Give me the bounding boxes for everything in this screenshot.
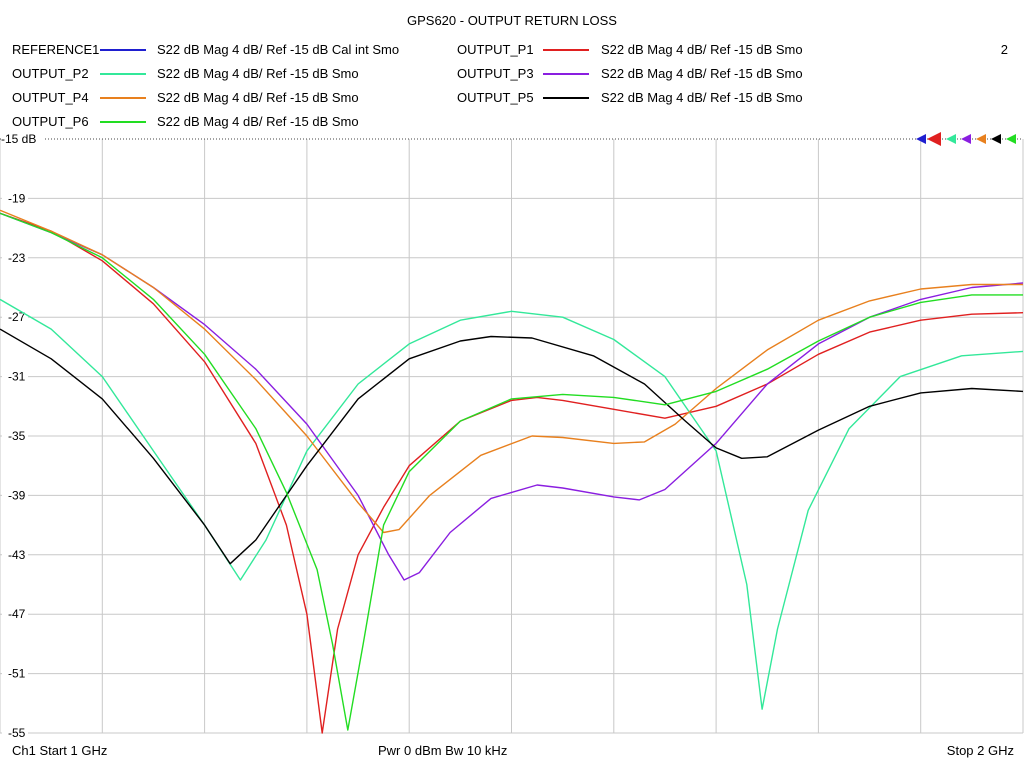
trace-output-p2 [0,298,1024,710]
tick-label-bg [2,191,28,206]
tick-label-bg [2,132,44,146]
legend-entry-output-p2[interactable]: OUTPUT_P2 S22 dB Mag 4 dB/ Ref -15 dB Sm… [12,66,442,82]
reference-marker-output-p2 [946,134,956,144]
reference-marker-output-p4 [976,134,986,144]
legend-name: OUTPUT_P2 [12,66,89,81]
trace-output-p5 [0,328,1024,565]
y-tick-labels: -15 dB -19 -23 -27 -31 -35 -39 -43 -47 -51 -55 [1,132,44,740]
footer-stop: Stop 2 GHz [946,743,1014,758]
y-tick-label: -23 [8,251,26,265]
legend-swatch [100,73,146,75]
chart-title: GPS620 - OUTPUT RETURN LOSS [407,13,617,28]
legend-entry-output-p1[interactable]: OUTPUT_P1 S22 dB Mag 4 dB/ Ref -15 dB Sm… [457,42,857,58]
legend-swatch [543,49,589,51]
trace-output-p6 [0,212,1023,731]
legend-entry-reference1[interactable]: REFERENCE1 S22 dB Mag 4 dB/ Ref -15 dB C… [12,42,442,58]
trace-output-p4 [0,209,1023,534]
y-tick-label: -39 [8,488,26,502]
tick-label-bg [2,250,28,265]
legend-entry-output-p6[interactable]: OUTPUT_P6 S22 dB Mag 4 dB/ Ref -15 dB Sm… [12,114,442,130]
legend-swatch [100,121,146,123]
traces [0,209,1024,734]
legend-entry-output-p4[interactable]: OUTPUT_P4 S22 dB Mag 4 dB/ Ref -15 dB Sm… [12,90,442,106]
y-tick-label: -51 [8,667,26,681]
legend-desc: S22 dB Mag 4 dB/ Ref -15 dB Smo [601,90,803,105]
legend-desc: S22 dB Mag 4 dB/ Ref -15 dB Smo [157,66,359,81]
reference-markers [916,132,1016,146]
legend-swatch [543,97,589,99]
tick-label-bg [2,607,28,622]
trace-output-p1 [0,212,1024,734]
y-tick-label: -43 [8,548,26,562]
legend-desc: S22 dB Mag 4 dB/ Ref -15 dB Cal int Smo [157,42,400,57]
legend-desc: S22 dB Mag 4 dB/ Ref -15 dB Smo [601,42,803,57]
y-tick-label: -15 dB [1,132,36,146]
tick-label-bg [2,547,28,562]
legend-name: OUTPUT_P5 [457,90,534,105]
reference-marker-output-p1 [927,132,941,146]
legend-name: REFERENCE1 [12,42,100,57]
footer-power-bandwidth: Pwr 0 dBm Bw 10 kHz [378,743,508,758]
tick-label-bg [2,488,28,503]
legend-desc: S22 dB Mag 4 dB/ Ref -15 dB Smo [601,66,803,81]
tick-label-bg [2,726,28,740]
reference-marker-output-p5 [991,134,1001,144]
y-tick-label: -19 [8,191,26,205]
y-tick-label: -55 [8,726,26,740]
legend-name: OUTPUT_P1 [457,42,534,57]
reference-marker-output-p3 [961,134,971,144]
tick-label-bg [2,666,28,681]
legend-entry-output-p5[interactable]: OUTPUT_P5 S22 dB Mag 4 dB/ Ref -15 dB Sm… [457,90,857,106]
y-tick-label: -31 [8,370,26,384]
y-tick-label: -35 [8,429,26,443]
tick-label-bg [2,310,28,325]
trace-number: 2 [1000,42,1008,57]
footer-start: Ch1 Start 1 GHz [12,743,108,758]
tick-label-bg [2,369,28,384]
legend-swatch [100,49,146,51]
legend-name: OUTPUT_P3 [457,66,534,81]
y-tick-label: -47 [8,607,26,621]
trace-output-p3 [0,212,1024,581]
legend-desc: S22 dB Mag 4 dB/ Ref -15 dB Smo [157,114,359,129]
legend-desc: S22 dB Mag 4 dB/ Ref -15 dB Smo [157,90,359,105]
reference-marker-reference1 [916,134,926,144]
y-tick-label: -27 [8,310,26,324]
legend-name: OUTPUT_P4 [12,90,89,105]
legend-entry-output-p3[interactable]: OUTPUT_P3 S22 dB Mag 4 dB/ Ref -15 dB Sm… [457,66,857,82]
tick-label-bg [2,429,28,443]
legend-name: OUTPUT_P6 [12,114,89,129]
reference-marker-output-p6 [1006,134,1016,144]
grid [0,138,1024,734]
legend-swatch [543,73,589,75]
legend-swatch [100,97,146,99]
